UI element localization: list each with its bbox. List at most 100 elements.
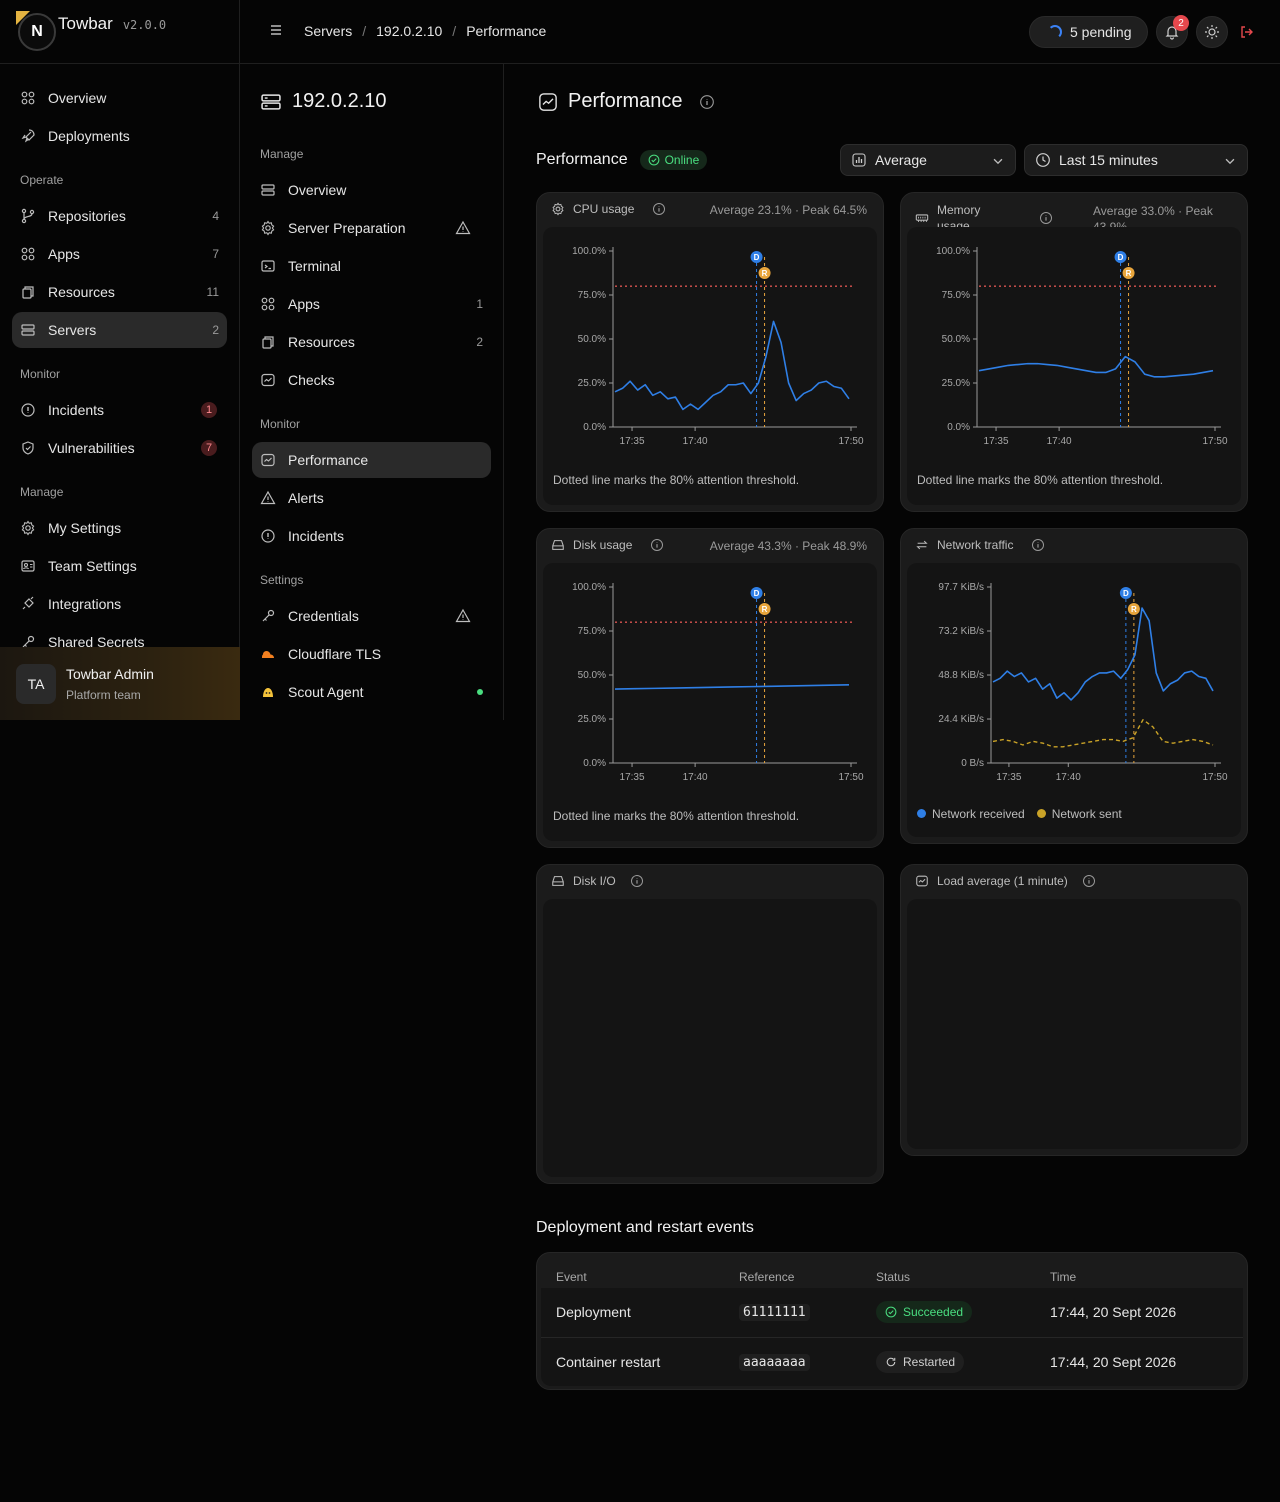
disk-usage-card: Disk usage Average 43.3% · Peak 48.9% 10… xyxy=(536,528,884,848)
y-tick-label: 100.0% xyxy=(936,246,970,257)
table-row: Deployment 61111111 Succeeded 17:44, 20 … xyxy=(541,1288,1243,1337)
card-stats: Average 23.1% · Peak 64.5% xyxy=(709,203,867,217)
server-nav-label: Server Preparation xyxy=(288,220,406,236)
info-icon[interactable] xyxy=(1082,874,1096,888)
sidebar-item-deployments[interactable]: Deployments xyxy=(12,118,227,154)
server-nav-label: Apps xyxy=(288,296,320,312)
sidebar-item-label: Apps xyxy=(48,246,80,262)
aggregation-select[interactable]: Average xyxy=(840,144,1016,176)
team-icon xyxy=(20,558,36,574)
warning-triangle-icon xyxy=(260,490,276,506)
restart-marker xyxy=(758,267,771,279)
card-header: Disk I/O xyxy=(551,874,869,888)
deploy-marker xyxy=(1114,251,1127,263)
deploy-marker xyxy=(1119,587,1132,599)
server-nav-overview[interactable]: Overview xyxy=(252,172,491,208)
breadcrumb-servers[interactable]: Servers xyxy=(304,23,353,39)
server-nav-performance[interactable]: Performance xyxy=(252,442,491,478)
y-tick-label: 50.0% xyxy=(578,334,606,345)
series-line-disk xyxy=(614,684,850,690)
sidebar-item-label: Overview xyxy=(48,90,107,106)
sidebar-section-monitor: Monitor xyxy=(20,367,61,381)
column-header: Event xyxy=(556,1270,587,1284)
chart-area: 100.0% 75.0% 50.0% 25.0% 0.0% 17:35 17:40 17:50… xyxy=(907,227,1241,505)
sidebar-item-apps[interactable]: Apps 7 xyxy=(12,236,227,272)
notifications-button[interactable]: 2 xyxy=(1156,15,1189,48)
page-title: Performance xyxy=(538,90,715,113)
grid-icon xyxy=(260,296,276,312)
sidebar-item-badge: 7 xyxy=(201,440,217,456)
sidebar-item-integrations[interactable]: Integrations xyxy=(12,586,227,622)
warning-triangle-icon xyxy=(455,220,471,236)
sidebar-item-incidents[interactable]: Incidents 1 xyxy=(12,392,227,428)
info-icon[interactable] xyxy=(630,874,644,888)
logout-icon[interactable] xyxy=(1239,24,1255,40)
sidebar-item-my-settings[interactable]: My Settings xyxy=(12,510,227,546)
series-line-cpu xyxy=(614,320,850,411)
grid-icon xyxy=(20,246,36,262)
legend-item-received: Network received xyxy=(917,807,1025,821)
sidebar-item-label: Incidents xyxy=(48,402,105,418)
x-tick-label: 17:35 xyxy=(620,772,645,783)
card-header: Disk usage Average 43.3% · Peak 48.9% xyxy=(551,538,869,553)
column-header: Status xyxy=(876,1270,911,1284)
threshold-note: Dotted line marks the 80% attention thre… xyxy=(553,809,800,823)
server-nav-credentials[interactable]: Credentials xyxy=(252,598,491,634)
server-nav-apps[interactable]: Apps 1 xyxy=(252,286,491,322)
key-icon xyxy=(260,608,276,624)
key-icon xyxy=(20,634,36,650)
sidebar-item-label: My Settings xyxy=(48,520,122,536)
server-nav-cloudflare-tls[interactable]: Cloudflare TLS xyxy=(252,636,491,672)
avatar: TA xyxy=(16,663,56,704)
time-range-value: Last 15 minutes xyxy=(1059,152,1158,168)
series-line-network-received xyxy=(992,607,1214,701)
info-icon[interactable] xyxy=(652,202,666,216)
server-nav-resources[interactable]: Resources 2 xyxy=(252,324,491,360)
server-nav-server-preparation[interactable]: Server Preparation xyxy=(252,210,491,246)
user-team: Platform team xyxy=(66,687,141,702)
info-icon[interactable] xyxy=(650,538,664,552)
chart-area: 100.0% 75.0% 50.0% 25.0% 0.0% 17:35 17:40 17:50… xyxy=(543,563,877,841)
brand[interactable]: N Towbar v2.0.0 xyxy=(0,0,240,64)
hamburger-menu-icon[interactable] xyxy=(268,22,284,38)
server-nav-label: Incidents xyxy=(288,528,345,544)
main-sidebar: Overview Deployments Operate Repositorie… xyxy=(0,64,240,720)
chevron-down-icon xyxy=(1223,154,1237,168)
server-nav-alerts[interactable]: Alerts xyxy=(252,480,491,516)
server-nav-scout-agent[interactable]: Scout Agent xyxy=(252,674,491,710)
card-stats: Average 43.3% · Peak 48.9% xyxy=(709,539,867,553)
x-tick-label: 17:35 xyxy=(996,772,1021,783)
info-icon[interactable] xyxy=(1039,211,1053,225)
sidebar-item-servers[interactable]: Servers 2 xyxy=(12,312,227,348)
breadcrumb-server[interactable]: 192.0.2.10 xyxy=(376,23,443,39)
disk-icon xyxy=(551,538,565,552)
x-tick-label: 17:35 xyxy=(620,436,645,447)
server-nav-label: Alerts xyxy=(288,490,324,506)
card-title: Network traffic xyxy=(937,538,1014,552)
chevron-down-icon xyxy=(991,154,1005,168)
server-nav-checks[interactable]: Checks xyxy=(252,362,491,398)
server-nav-incidents[interactable]: Incidents xyxy=(252,518,491,554)
info-icon[interactable] xyxy=(699,94,715,110)
pending-tasks-button[interactable]: 5 pending xyxy=(1029,16,1148,48)
card-title: CPU usage xyxy=(573,202,635,216)
user-card[interactable]: TA Towbar Admin Platform team xyxy=(0,647,240,720)
info-icon[interactable] xyxy=(1031,538,1045,552)
sidebar-item-repositories[interactable]: Repositories 4 xyxy=(12,198,227,234)
server-nav-terminal[interactable]: Terminal xyxy=(252,248,491,284)
chart-area: 97.7 KiB/s 73.2 KiB/s 48.8 KiB/s 24.4 KiB/s… xyxy=(907,563,1241,837)
sidebar-item-vulnerabilities[interactable]: Vulnerabilities 7 xyxy=(12,430,227,466)
time-range-select[interactable]: Last 15 minutes xyxy=(1024,144,1248,176)
sidebar-item-resources[interactable]: Resources 11 xyxy=(12,274,227,310)
memory-usage-card: Memory usage Average 33.0% · Peak 43.9% … xyxy=(900,192,1248,512)
sidebar-item-team-settings[interactable]: Team Settings xyxy=(12,548,227,584)
server-section-manage: Manage xyxy=(260,147,304,161)
server-nav-label: Checks xyxy=(288,372,335,388)
sidebar-item-shared-secrets[interactable]: Shared Secrets xyxy=(12,624,227,660)
x-tick-label: 17:40 xyxy=(1047,436,1072,447)
plug-icon xyxy=(20,596,36,612)
theme-toggle-button[interactable] xyxy=(1196,16,1228,48)
y-tick-label: 75.0% xyxy=(578,626,606,637)
sidebar-item-overview[interactable]: Overview xyxy=(12,80,227,116)
top-bar: N Towbar v2.0.0 Servers / 192.0.2.10 / P… xyxy=(0,0,1280,64)
